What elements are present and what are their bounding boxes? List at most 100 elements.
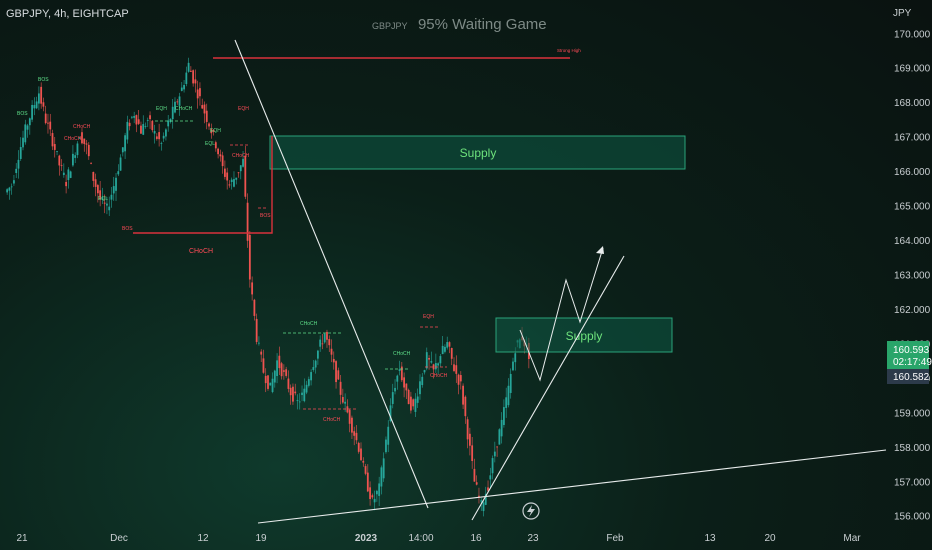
x-tick-label: Dec <box>110 533 128 544</box>
candle-body <box>362 460 365 463</box>
candle-body <box>31 104 33 120</box>
candle-body <box>430 361 433 363</box>
candle-body <box>439 356 442 364</box>
candle-body <box>351 417 353 433</box>
candle-body <box>498 429 501 445</box>
candle-body <box>87 144 90 157</box>
candle-body <box>403 377 406 388</box>
candle-body <box>49 121 52 130</box>
candle-body <box>165 129 167 137</box>
lbl-choch-8: CHoCH <box>430 373 448 379</box>
candle-body <box>344 401 347 404</box>
lbl-eqh-1: EQH <box>156 106 167 112</box>
candle-body <box>321 343 324 345</box>
lbl-choch-3: CHoCH <box>232 153 250 159</box>
candle-body <box>108 206 111 211</box>
candle-body <box>81 132 83 144</box>
marker-price-text: 160.582 <box>893 372 930 383</box>
candle-body <box>434 363 437 370</box>
candle-body <box>287 378 290 389</box>
candle-body <box>273 370 276 383</box>
candle-body <box>348 410 351 424</box>
structure-layer: Supply Supply Strong High CHoCH BOS CHoC… <box>17 39 887 524</box>
supply-zone-lower-label: Supply <box>566 329 603 343</box>
candle-body <box>480 500 483 502</box>
lightning-icon[interactable] <box>522 502 540 520</box>
candle-body <box>276 360 278 377</box>
candle-body <box>341 397 344 403</box>
candle-body <box>221 155 224 167</box>
candle-body <box>296 400 299 401</box>
candle-body <box>239 165 242 172</box>
candle-body <box>441 345 444 355</box>
candle-body <box>119 157 122 171</box>
y-tick-label: 159.000 <box>894 408 931 419</box>
y-tick-label: 165.000 <box>894 202 931 213</box>
candle-body <box>419 381 421 395</box>
candle-body <box>187 62 190 72</box>
candle-body <box>473 468 476 482</box>
candle-body <box>459 375 462 382</box>
candle-body <box>364 466 367 474</box>
candle-body <box>317 350 319 359</box>
candle-body <box>47 122 49 124</box>
candle-body <box>307 379 310 386</box>
y-tick-label: 168.000 <box>894 98 931 109</box>
candle-body <box>278 355 281 369</box>
candle-body <box>371 495 374 498</box>
candle-body <box>92 171 95 181</box>
x-tick-label: 14:00 <box>408 533 433 544</box>
trendline-up-shallow <box>257 449 887 524</box>
candle-body <box>428 357 430 360</box>
candle-body <box>496 446 499 448</box>
candle-body <box>24 124 27 143</box>
candle-body <box>505 397 508 408</box>
candle-body <box>262 358 265 373</box>
current-price-text: 160.593 <box>893 345 930 356</box>
candle-body <box>353 431 356 436</box>
candle-body <box>305 384 308 393</box>
candle-body <box>60 165 63 167</box>
candle-body <box>183 85 185 90</box>
candle-body <box>85 143 88 145</box>
candle-body <box>13 180 15 184</box>
candle-body <box>357 442 360 452</box>
candle-body <box>103 202 106 204</box>
candle-body <box>167 120 170 127</box>
y-tick-label: 163.000 <box>894 271 931 282</box>
choch-level-line <box>133 136 273 234</box>
candle-body <box>509 373 512 393</box>
candle-body <box>396 375 399 382</box>
candle-body <box>219 154 222 157</box>
candle-body <box>400 366 403 381</box>
countdown-text: 02:17:49 <box>893 357 932 368</box>
candle-body <box>369 487 371 500</box>
candle-body <box>457 374 460 385</box>
trendline-down <box>234 39 429 509</box>
candle-body <box>94 179 97 187</box>
x-tick-label: 2023 <box>355 533 378 544</box>
candle-body <box>37 93 40 104</box>
candle-body <box>416 396 419 403</box>
candle-body <box>258 342 260 344</box>
candle-body <box>466 419 469 440</box>
candle-body <box>332 358 335 363</box>
candle-body <box>335 361 337 383</box>
candle-body <box>106 203 108 206</box>
x-tick-label: 16 <box>470 533 482 544</box>
candle-body <box>475 482 478 485</box>
candle-body <box>203 104 206 114</box>
y-tick-label: 162.000 <box>894 305 931 316</box>
y-tick-label: 158.000 <box>894 443 931 454</box>
candle-body <box>310 372 312 381</box>
lbl-eqh-3: EQH <box>210 128 221 134</box>
candle-body <box>246 202 249 241</box>
y-tick-label: 156.000 <box>894 512 931 523</box>
candle-body <box>217 148 219 155</box>
lbl-choch-2: CHoCH <box>175 106 193 112</box>
candle-body <box>407 389 410 405</box>
candle-body <box>178 96 181 106</box>
candle-body <box>99 190 102 200</box>
